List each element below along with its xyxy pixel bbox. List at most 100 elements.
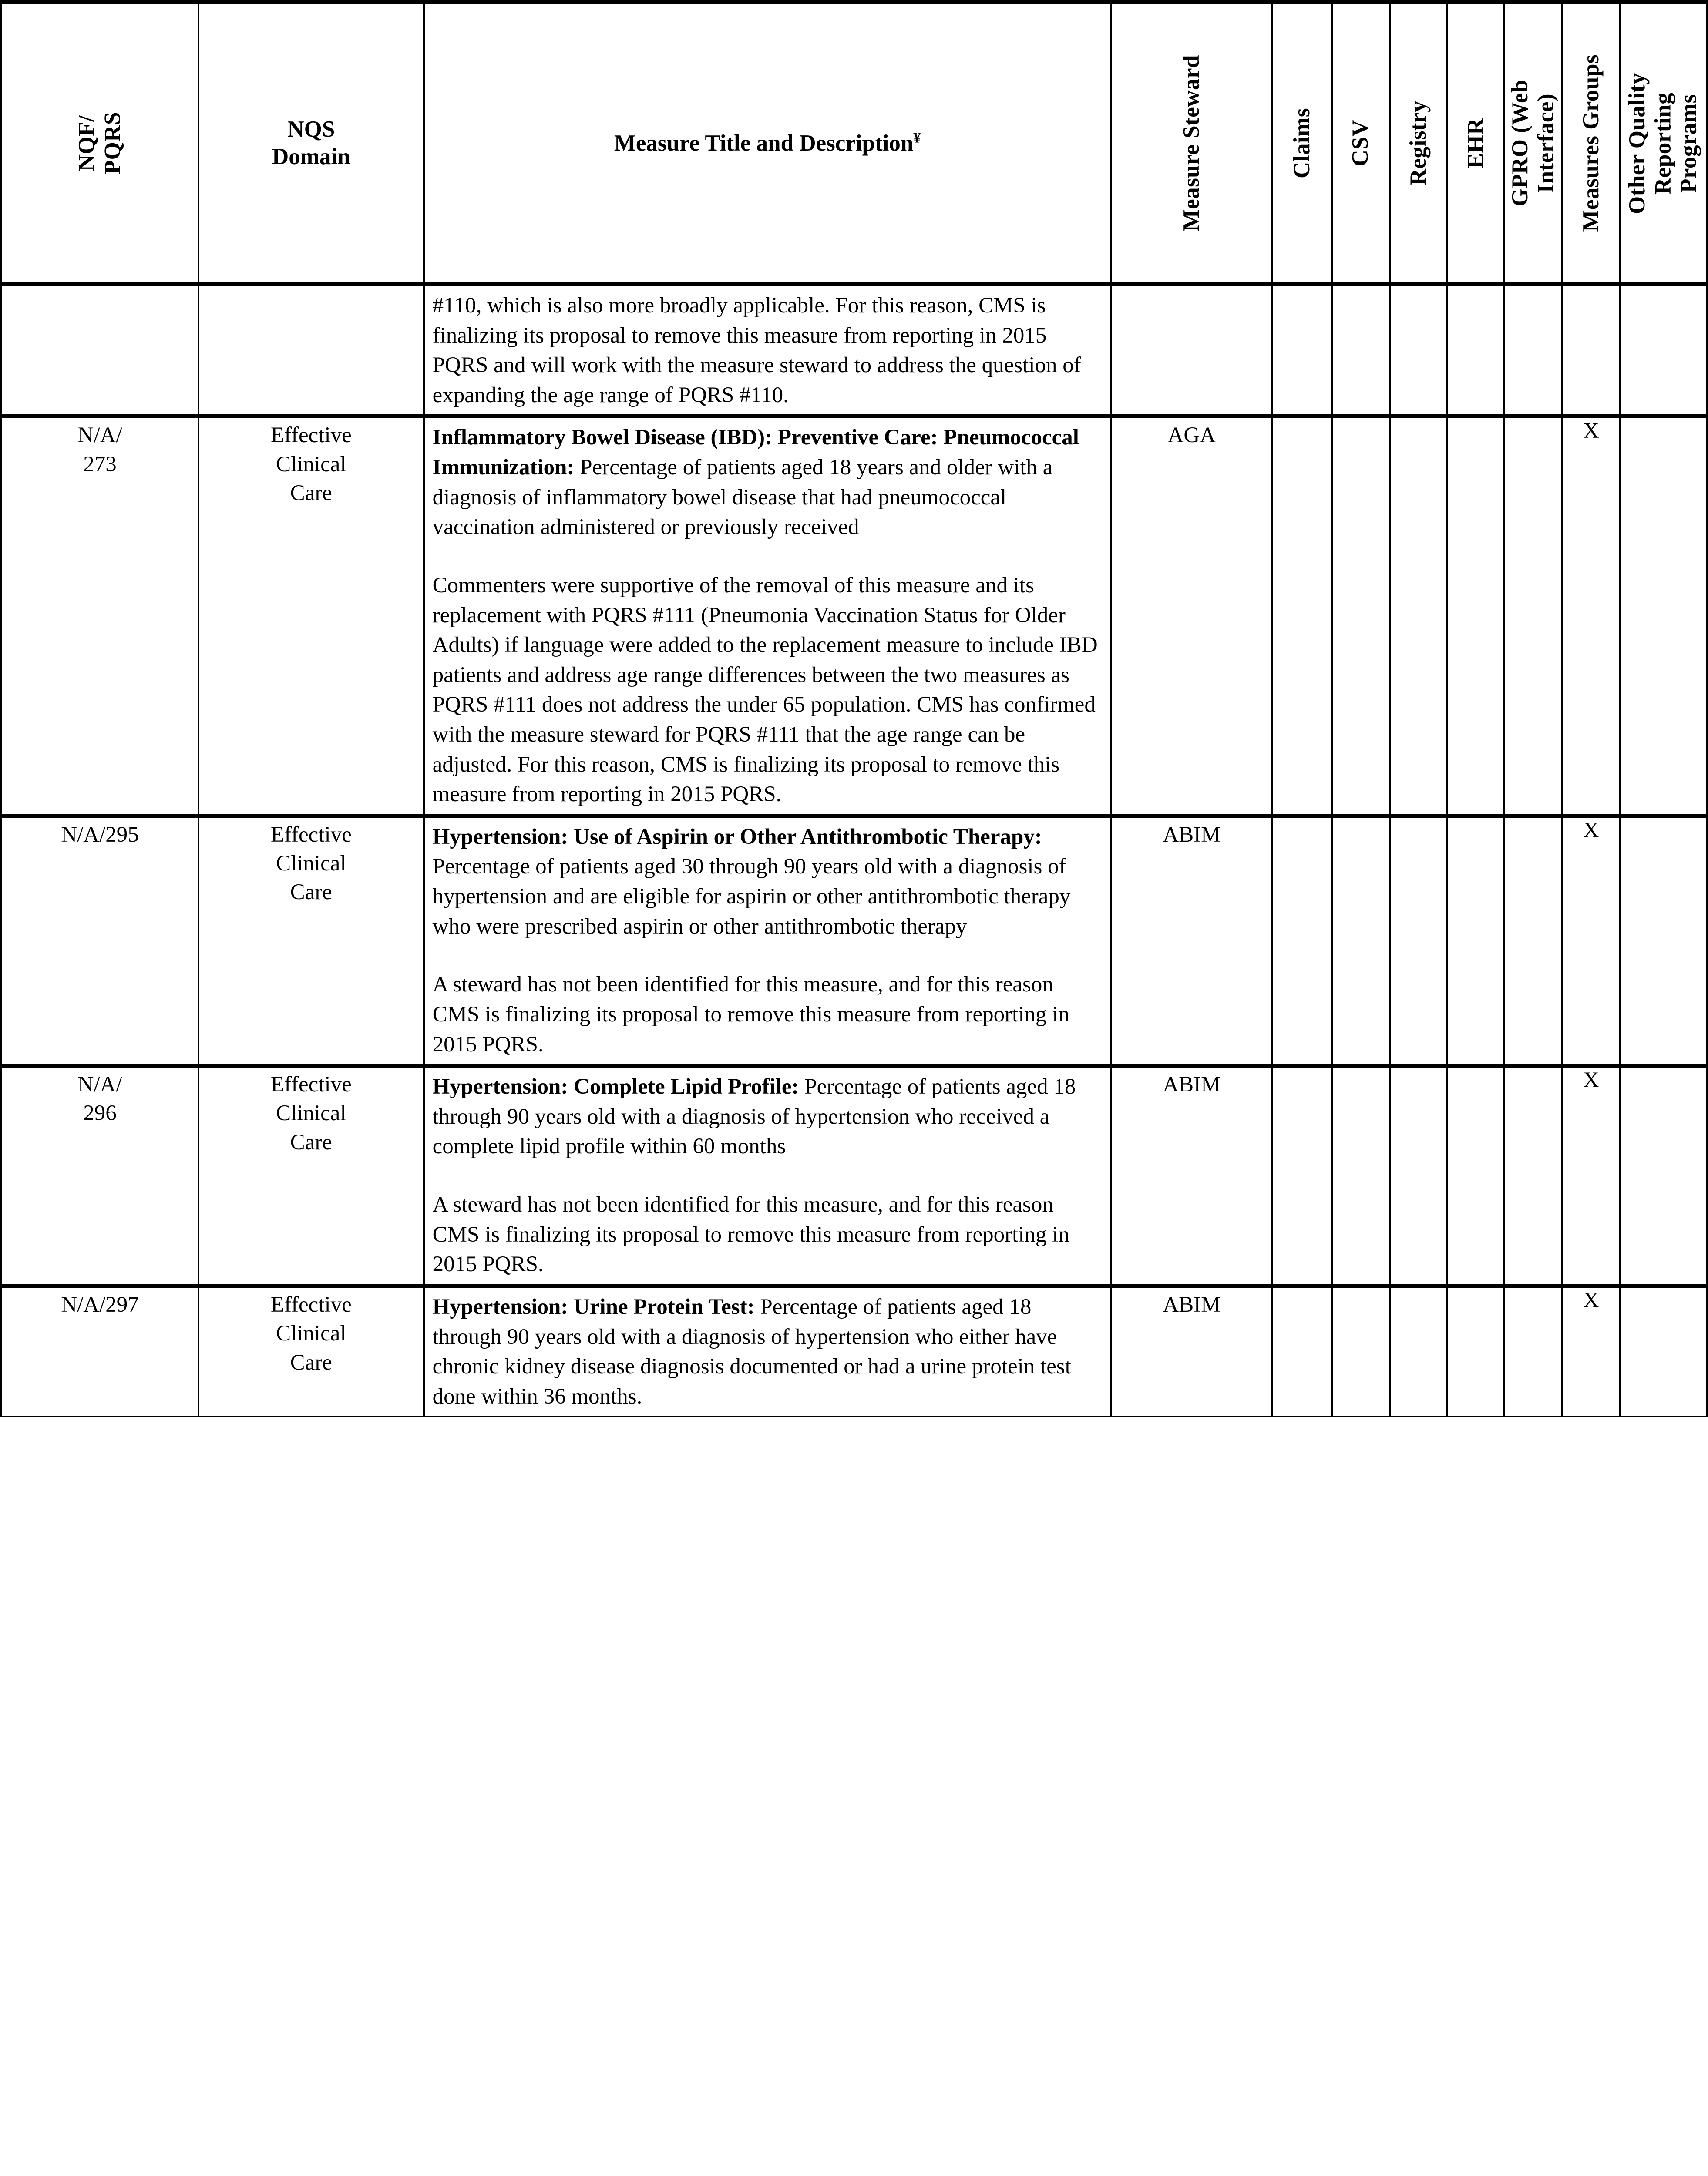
cell-measure-description: Inflammatory Bowel Disease (IBD): Preven… [423, 414, 1112, 817]
footnote-marker-yen: ¥ [913, 130, 921, 146]
measure-steward-value: ABIM [1163, 822, 1221, 847]
measure-title-bold: Hypertension: Complete Lipid Profile: [432, 1075, 799, 1099]
cell-measures-groups [1561, 283, 1621, 417]
measure-title-paragraph: #110, which is also more broadly applica… [432, 293, 1081, 407]
cell-registry [1389, 414, 1449, 817]
col-header-csv-label: CSV [1348, 120, 1373, 167]
table-row: N/A/ 296 Effective Clinical Care Hypertens… [0, 1064, 1708, 1287]
measure-title-paragraph: Hypertension: Urine Protein Test: Percen… [432, 1295, 1071, 1409]
cell-csv [1331, 283, 1391, 417]
measures-groups-value: X [1583, 818, 1599, 843]
cell-other-programs [1619, 813, 1708, 1067]
nqs-domain-value: Effective Clinical Care [270, 1293, 352, 1375]
cell-measure-steward: AGA [1110, 414, 1274, 817]
measure-description: Hypertension: Complete Lipid Profile: Pe… [425, 1068, 1110, 1284]
measure-title-paragraph: Inflammatory Bowel Disease (IBD): Preven… [432, 425, 1079, 540]
cell-ehr [1446, 813, 1506, 1067]
col-header-other-programs-label: Other Quality Reporting Programs [1624, 72, 1702, 214]
cell-registry [1389, 283, 1449, 417]
col-header-nqs-domain-label: NQS Domain [272, 117, 350, 169]
cell-ehr [1446, 1064, 1506, 1287]
col-header-measure-title-label: Measure Title and Description [614, 130, 914, 156]
col-header-csv: CSV [1331, 1, 1391, 286]
table-body: #110, which is also more broadly applica… [0, 283, 1708, 1418]
nqf-pqrs-value: N/A/295 [61, 822, 139, 847]
measure-comment-paragraph: Commenters were supportive of the remova… [432, 573, 1098, 807]
col-header-nqf-pqrs: NQF/ PQRS [0, 1, 200, 286]
cell-gpro [1503, 1284, 1563, 1418]
cell-gpro [1503, 414, 1563, 817]
col-header-ehr-label: EHR [1463, 118, 1489, 169]
cell-measures-groups: X [1561, 414, 1621, 817]
measure-title-bold: Hypertension: Use of Aspirin or Other An… [432, 824, 1042, 849]
header-row: NQF/ PQRS NQS Domain Measure Title and D… [0, 1, 1708, 286]
nqf-pqrs-value [2, 286, 198, 292]
cell-csv [1331, 813, 1391, 1067]
cell-other-programs [1619, 1064, 1708, 1287]
measure-title-paragraph: Hypertension: Complete Lipid Profile: Pe… [432, 1075, 1076, 1159]
cell-measure-description: Hypertension: Complete Lipid Profile: Pe… [423, 1064, 1112, 1287]
measure-steward-value: ABIM [1163, 1293, 1221, 1317]
measure-title-paragraph: Hypertension: Use of Aspirin or Other An… [432, 824, 1071, 939]
nqf-pqrs-value: N/A/297 [61, 1293, 139, 1317]
nqs-domain-value: Effective Clinical Care [270, 1072, 352, 1155]
col-header-nqs-domain: NQS Domain [198, 1, 425, 286]
cell-measure-steward [1110, 283, 1274, 417]
col-header-claims-label: Claims [1289, 108, 1315, 178]
cell-gpro [1503, 1064, 1563, 1287]
cell-measure-steward: ABIM [1110, 1064, 1274, 1287]
cell-registry [1389, 813, 1449, 1067]
measures-groups-value: X [1583, 1288, 1599, 1313]
nqs-domain-value: Effective Clinical Care [270, 822, 352, 905]
cell-measures-groups: X [1561, 813, 1621, 1067]
col-header-measures-groups-label: Measures Groups [1578, 54, 1604, 232]
cell-gpro [1503, 813, 1563, 1067]
cell-claims [1271, 414, 1333, 817]
cell-measure-description: Hypertension: Urine Protein Test: Percen… [423, 1284, 1112, 1418]
cell-measures-groups: X [1561, 1064, 1621, 1287]
pqrs-measures-table: NQF/ PQRS NQS Domain Measure Title and D… [0, 0, 1708, 1418]
cell-other-programs [1619, 414, 1708, 817]
cell-claims [1271, 813, 1333, 1067]
cell-nqf-pqrs: N/A/295 [0, 813, 200, 1067]
measure-comment-paragraph: A steward has not been identified for th… [432, 1192, 1069, 1277]
nqs-domain-value [199, 286, 423, 292]
measure-description: Inflammatory Bowel Disease (IBD): Preven… [425, 418, 1110, 813]
cell-ehr [1446, 283, 1506, 417]
col-header-registry-label: Registry [1405, 101, 1431, 186]
col-header-claims: Claims [1271, 1, 1333, 286]
col-header-registry: Registry [1389, 1, 1449, 286]
cell-ehr [1446, 414, 1506, 817]
col-header-measures-groups: Measures Groups [1561, 1, 1621, 286]
cell-measures-groups: X [1561, 1284, 1621, 1418]
measure-steward-value: ABIM [1163, 1072, 1221, 1097]
nqs-domain-value: Effective Clinical Care [270, 423, 352, 505]
measure-steward-value [1112, 286, 1271, 292]
col-header-nqf-pqrs-label: NQF/ PQRS [74, 112, 125, 175]
measure-description: #110, which is also more broadly applica… [425, 286, 1110, 414]
cell-nqs-domain: Effective Clinical Care [198, 1064, 425, 1287]
col-header-measure-steward-label: Measure Steward [1179, 55, 1204, 232]
cell-registry [1389, 1064, 1449, 1287]
table-row: N/A/ 273 Effective Clinical Care Inflammat… [0, 414, 1708, 817]
cell-claims [1271, 1284, 1333, 1418]
cell-claims [1271, 1064, 1333, 1287]
col-header-ehr: EHR [1446, 1, 1506, 286]
cell-claims [1271, 283, 1333, 417]
nqf-pqrs-value: N/A/ 296 [77, 1072, 122, 1126]
cell-nqf-pqrs: N/A/297 [0, 1284, 200, 1418]
cell-nqs-domain: Effective Clinical Care [198, 414, 425, 817]
cell-measure-description: Hypertension: Use of Aspirin or Other An… [423, 813, 1112, 1067]
cell-nqs-domain: Effective Clinical Care [198, 813, 425, 1067]
cell-nqf-pqrs [0, 283, 200, 417]
cell-measure-steward: ABIM [1110, 813, 1274, 1067]
cell-registry [1389, 1284, 1449, 1418]
cell-csv [1331, 414, 1391, 817]
measure-description: Hypertension: Urine Protein Test: Percen… [425, 1288, 1110, 1416]
col-header-other-programs: Other Quality Reporting Programs [1619, 1, 1708, 286]
col-header-measure-title: Measure Title and Description¥ [423, 1, 1112, 286]
cell-measure-description: #110, which is also more broadly applica… [423, 283, 1112, 417]
cell-nqs-domain [198, 283, 425, 417]
table-header: NQF/ PQRS NQS Domain Measure Title and D… [0, 1, 1708, 286]
